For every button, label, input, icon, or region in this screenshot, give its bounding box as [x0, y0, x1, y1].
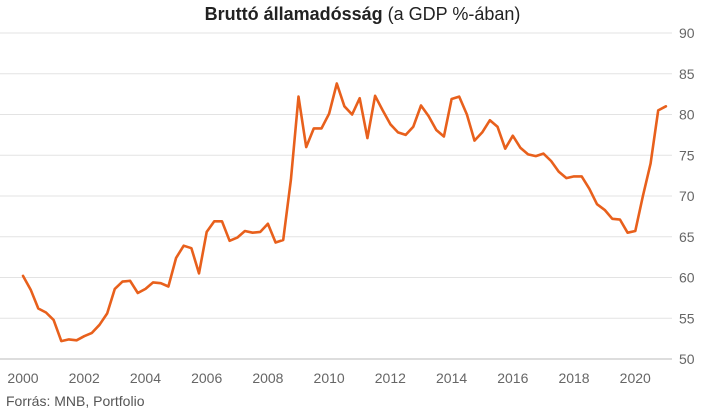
y-tick-label: 90 — [679, 25, 695, 41]
y-tick-label: 75 — [679, 147, 695, 163]
series-line — [21, 82, 668, 343]
series-lines — [21, 82, 668, 343]
y-tick-label: 85 — [679, 66, 695, 82]
x-tick-label: 2002 — [69, 370, 100, 386]
source-note: Forrás: MNB, Portfolio — [6, 393, 145, 409]
y-tick-label: 55 — [679, 310, 695, 326]
x-tick-label: 2014 — [436, 370, 467, 386]
x-axis-ticks: 2000 2002 2004 2006 2008 2010 2012 2014 2016 2018… — [7, 370, 651, 386]
x-tick-label: 2000 — [7, 370, 38, 386]
x-tick-label: 2012 — [375, 370, 406, 386]
x-tick-label: 2006 — [191, 370, 222, 386]
x-tick-label: 2008 — [252, 370, 283, 386]
y-tick-label: 80 — [679, 107, 695, 123]
y-tick-label: 70 — [679, 188, 695, 204]
x-tick-label: 2016 — [497, 370, 528, 386]
chart-title-main: Bruttó államadósság — [204, 4, 383, 24]
y-tick-label: 65 — [679, 229, 695, 245]
grid — [0, 32, 672, 360]
y-tick-label: 50 — [679, 351, 695, 367]
y-axis-ticks: 50 55 60 65 70 75 80 85 90 — [679, 25, 695, 367]
x-tick-label: 2020 — [620, 370, 651, 386]
y-tick-label: 60 — [679, 270, 695, 286]
chart-subtitle: (a GDP %-ában) — [387, 4, 521, 24]
x-tick-label: 2010 — [314, 370, 345, 386]
x-tick-label: 2018 — [558, 370, 589, 386]
x-tick-label: 2004 — [130, 370, 161, 386]
chart-title: Bruttó államadósság (a GDP %-ában) — [0, 4, 725, 25]
